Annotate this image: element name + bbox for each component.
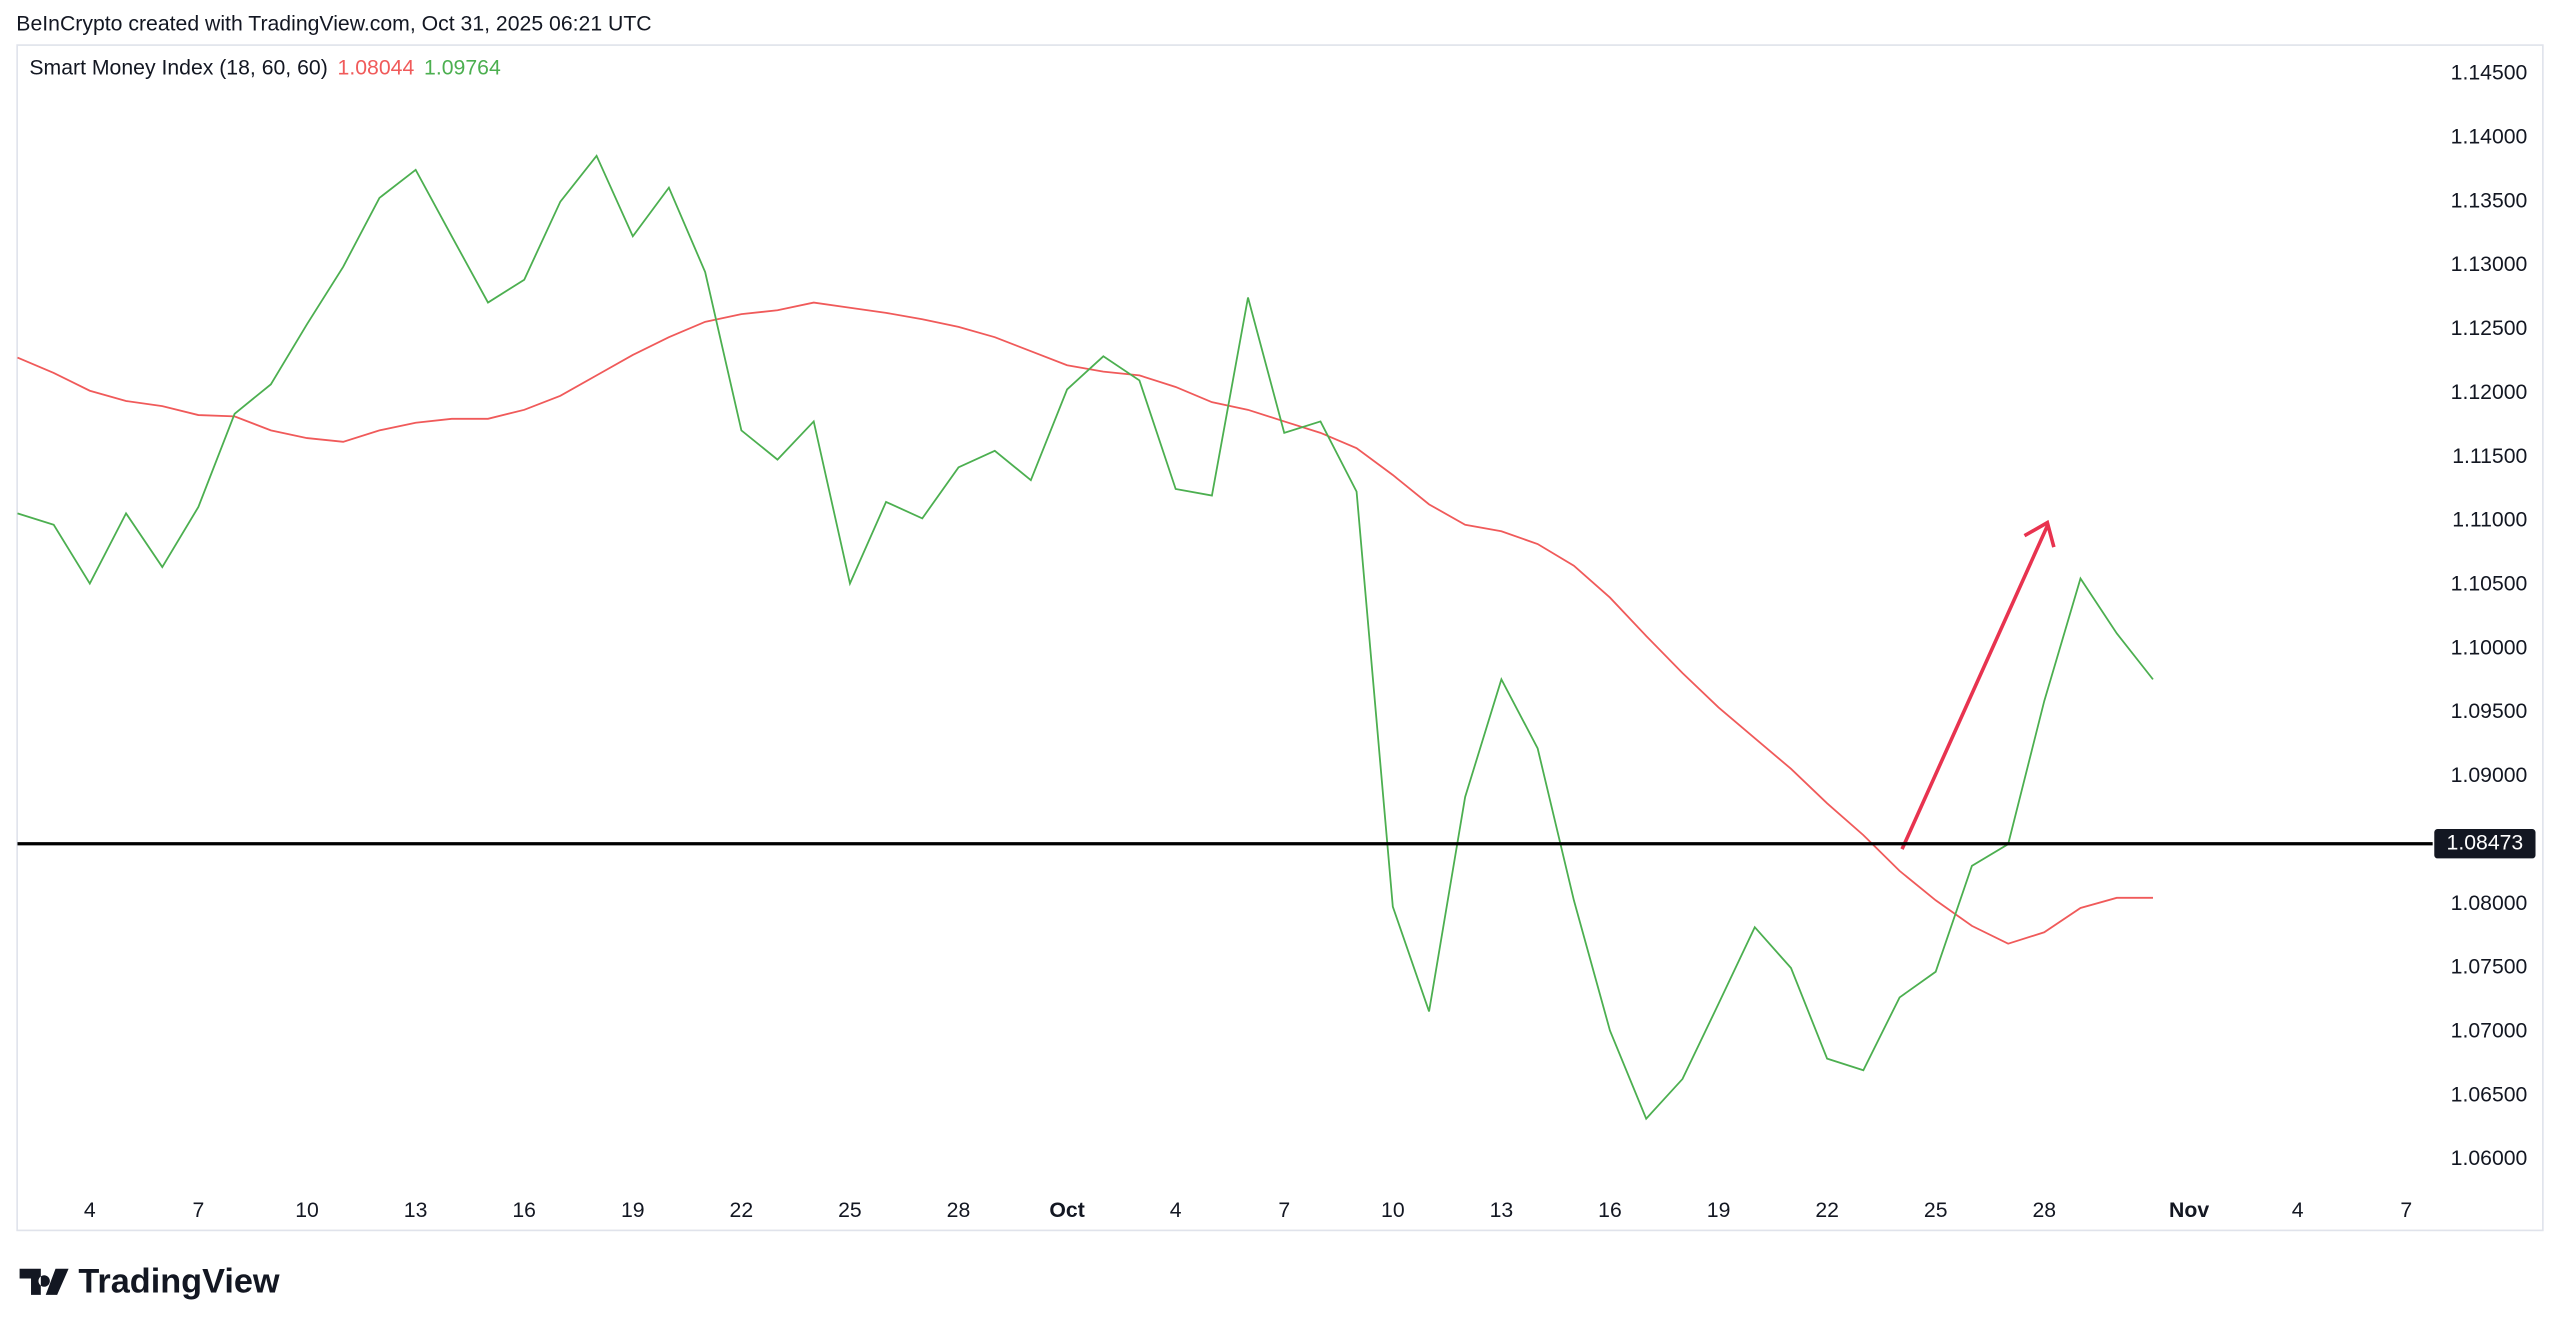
y-tick-label: 1.13500: [2451, 189, 2528, 212]
y-tick-label: 1.06000: [2451, 1147, 2528, 1170]
indicator-name: Smart Money Index (18, 60, 60): [29, 56, 327, 79]
level-label: 1.08473: [2447, 831, 2524, 854]
logo-text: TradingView: [78, 1263, 280, 1301]
y-tick-label: 1.09500: [2451, 700, 2528, 723]
header: BeInCrypto created with TradingView.com,…: [16, 12, 651, 35]
x-tick-label: 19: [1707, 1199, 1731, 1222]
legend-value: 1.09764: [424, 56, 501, 79]
y-tick-label: 1.10000: [2451, 636, 2528, 659]
x-tick-label: 13: [1490, 1199, 1514, 1222]
y-tick-label: 1.14500: [2451, 62, 2528, 85]
series-line: [17, 154, 2154, 1121]
x-tick-label: 4: [84, 1199, 96, 1222]
x-tick-label: 28: [2033, 1199, 2057, 1222]
y-tick-label: 1.10500: [2451, 572, 2528, 595]
x-tick-label: 22: [1815, 1199, 1839, 1222]
logo: TradingView: [19, 1263, 280, 1301]
chart-frame: [16, 44, 2544, 1232]
y-tick-label: 1.11500: [2452, 445, 2527, 468]
y-tick-label: 1.08000: [2451, 892, 2528, 915]
x-tick-label: 28: [947, 1199, 971, 1222]
x-tick-label: 16: [512, 1199, 536, 1222]
y-tick-label: 1.06500: [2451, 1083, 2528, 1106]
y-tick-label: 1.14000: [2451, 125, 2528, 148]
x-tick-label: 13: [404, 1199, 428, 1222]
x-tick-label: 16: [1598, 1199, 1622, 1222]
y-tick-label: 1.11000: [2452, 509, 2527, 532]
x-tick-label: 10: [295, 1199, 319, 1222]
x-tick-label: 22: [730, 1199, 754, 1222]
x-tick-label: 7: [2400, 1199, 2412, 1222]
arrow: [1900, 519, 2056, 850]
y-tick-label: 1.13000: [2451, 253, 2528, 276]
x-tick-label: 25: [838, 1199, 862, 1222]
x-tick-label: Nov: [2169, 1199, 2209, 1222]
logo-mark: [19, 1268, 69, 1295]
arrow-head: [2023, 519, 2056, 548]
level-badge: [2434, 829, 2536, 859]
y-tick-label: 1.09000: [2451, 764, 2528, 787]
x-tick-label: 7: [1278, 1199, 1290, 1222]
legend-value: 1.08044: [338, 56, 415, 79]
y-tick-label: 1.12000: [2451, 381, 2528, 404]
arrow-shaft: [1900, 525, 2049, 850]
x-tick-label: 19: [621, 1199, 645, 1222]
x-tick-label: 25: [1924, 1199, 1948, 1222]
series-line: [17, 301, 2153, 945]
x-tick-label: 4: [2292, 1199, 2304, 1222]
x-tick-label: 10: [1381, 1199, 1405, 1222]
y-tick-label: 1.12500: [2451, 317, 2528, 340]
y-tick-label: 1.07500: [2451, 956, 2528, 979]
y-tick-label: 1.07000: [2451, 1019, 2528, 1042]
x-tick-label: 7: [193, 1199, 205, 1222]
legend: Smart Money Index (18, 60, 60) 1.08044 1.…: [29, 56, 501, 79]
x-tick-label: 4: [1170, 1199, 1182, 1222]
x-tick-label: Oct: [1049, 1199, 1084, 1222]
